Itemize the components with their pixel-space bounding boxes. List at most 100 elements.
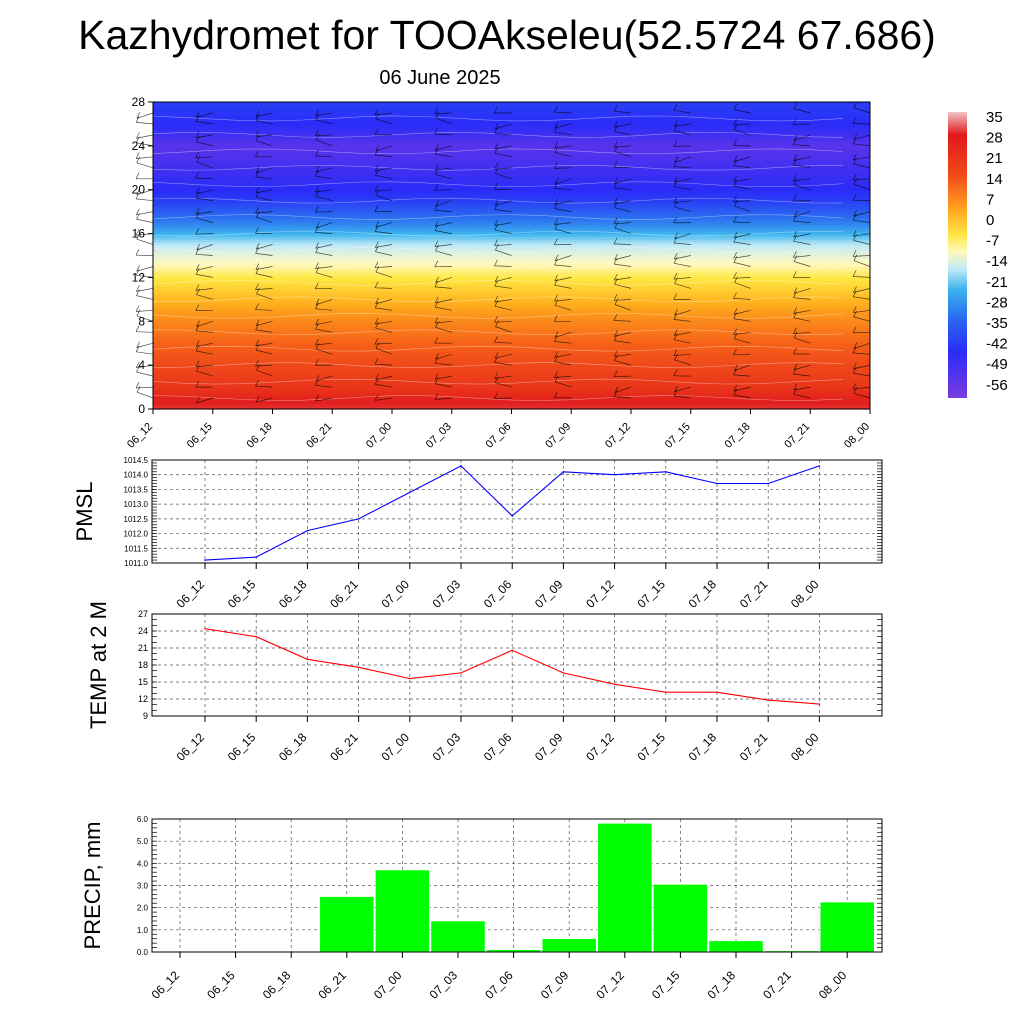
wind-barb-shaft bbox=[255, 196, 273, 202]
x-tick-label: 06_15 bbox=[204, 968, 238, 1002]
wind-barb-shaft bbox=[434, 189, 452, 191]
wind-barb-flag bbox=[613, 197, 618, 204]
temp2m-point bbox=[562, 672, 565, 674]
wind-barb bbox=[374, 205, 393, 212]
heatmap-band bbox=[153, 102, 870, 106]
wind-barb-shaft bbox=[494, 375, 512, 379]
wind-barb-shaft bbox=[375, 167, 393, 172]
wind-barb-flag bbox=[853, 209, 857, 217]
wind-barb-flag bbox=[256, 364, 260, 371]
wind-barb bbox=[375, 144, 393, 152]
wind-barb-flag bbox=[733, 332, 738, 339]
wind-barb-shaft bbox=[136, 351, 154, 355]
wind-barb bbox=[793, 331, 811, 344]
wind-barb-flag bbox=[733, 308, 738, 315]
wind-barb-shaft bbox=[793, 123, 811, 125]
wind-barb bbox=[554, 254, 572, 262]
wind-barb-flag bbox=[315, 221, 320, 229]
wind-barb-shaft bbox=[793, 178, 811, 182]
wind-barb-flag bbox=[495, 320, 499, 327]
wind-barb-flag bbox=[315, 190, 320, 197]
wind-barb-shaft bbox=[495, 382, 512, 388]
wind-barb-flag bbox=[733, 179, 738, 187]
wind-barb-flag bbox=[554, 351, 558, 358]
wind-barb-shaft bbox=[674, 255, 691, 260]
wind-barb bbox=[793, 178, 811, 191]
wind-barb-flag bbox=[434, 337, 439, 344]
y-tick-label: 12 bbox=[138, 694, 148, 704]
y-tick-label: 12 bbox=[132, 270, 146, 284]
wind-barb bbox=[733, 308, 751, 315]
wind-barb-shaft bbox=[195, 134, 213, 138]
wind-barb-flag bbox=[136, 156, 141, 163]
colorbar-label: -49 bbox=[986, 356, 1008, 373]
wind-barb-shaft bbox=[434, 153, 452, 158]
wind-barb-shaft bbox=[674, 178, 691, 183]
wind-barb-flag bbox=[434, 127, 439, 135]
wind-barb bbox=[314, 206, 333, 213]
wind-barb-shaft bbox=[853, 386, 871, 390]
heatmap-band bbox=[153, 258, 870, 262]
y-tick-label: 24 bbox=[138, 626, 148, 636]
wind-barb bbox=[673, 120, 691, 127]
wind-barb bbox=[434, 164, 452, 171]
wind-barb-shaft bbox=[793, 240, 811, 245]
wind-barb-flag bbox=[793, 178, 798, 186]
wind-barb-shaft bbox=[793, 288, 811, 294]
y-tick-label: 1011.0 bbox=[124, 559, 148, 568]
wind-barb-flag bbox=[196, 155, 201, 163]
wind-barb bbox=[196, 111, 213, 118]
wind-barb-shaft bbox=[434, 167, 452, 171]
wind-barb bbox=[255, 263, 273, 270]
wind-barb-flag bbox=[435, 111, 440, 119]
wind-barb-shaft bbox=[196, 342, 213, 348]
wind-barb bbox=[853, 286, 871, 293]
wind-barb-flag bbox=[315, 338, 319, 346]
wind-barb bbox=[733, 179, 751, 191]
wind-barb-shaft bbox=[614, 123, 632, 128]
wind-barb-shaft bbox=[674, 262, 691, 267]
wind-barb bbox=[733, 103, 751, 114]
wind-barb-flag bbox=[135, 285, 140, 292]
heatmap-band bbox=[153, 167, 870, 172]
wind-barb-shaft bbox=[136, 162, 154, 169]
wind-barb-flag bbox=[195, 151, 200, 158]
wind-barb-flag bbox=[195, 340, 200, 347]
x-tick-label: 06_18 bbox=[245, 421, 275, 451]
wind-barb bbox=[554, 121, 572, 129]
heatmap-band bbox=[153, 288, 870, 292]
wind-barb-shaft bbox=[136, 288, 154, 292]
wind-barb-flag bbox=[673, 176, 678, 183]
wind-barb bbox=[614, 145, 632, 158]
heatmap-band bbox=[153, 370, 870, 374]
heatmap-band bbox=[153, 189, 870, 194]
wind-barb-shaft bbox=[375, 251, 393, 256]
wind-barb bbox=[793, 327, 811, 335]
wind-barb-shaft bbox=[374, 266, 393, 269]
wind-barb-shaft bbox=[374, 363, 393, 366]
x-tick-label: 06_15 bbox=[225, 730, 259, 764]
wind-barb-shaft bbox=[733, 241, 751, 245]
wind-barb bbox=[793, 388, 811, 399]
wind-barb bbox=[613, 294, 632, 301]
heatmap-band bbox=[153, 395, 870, 399]
x-tick-label: 07_18 bbox=[723, 421, 753, 451]
wind-barb-flag bbox=[554, 146, 559, 153]
wind-barb-flag bbox=[554, 299, 559, 306]
wind-barb-flag bbox=[614, 354, 618, 361]
wind-barb-shaft bbox=[315, 195, 333, 202]
wind-barb-shaft bbox=[852, 178, 871, 181]
wind-barb-flag bbox=[195, 171, 200, 179]
wind-barb-flag bbox=[434, 316, 439, 324]
wind-barb bbox=[375, 265, 393, 278]
x-tick-label: 06_12 bbox=[174, 730, 208, 764]
heatmap-band bbox=[153, 348, 870, 353]
wind-barb-flag bbox=[853, 286, 857, 293]
wind-barb-shaft bbox=[374, 287, 393, 289]
wind-barb-flag bbox=[793, 102, 798, 109]
heatmap-band bbox=[153, 296, 870, 300]
wind-barb-shaft bbox=[853, 288, 871, 293]
contour-line bbox=[152, 395, 844, 401]
wind-barb-flag bbox=[494, 163, 498, 170]
wind-barb bbox=[852, 306, 871, 314]
